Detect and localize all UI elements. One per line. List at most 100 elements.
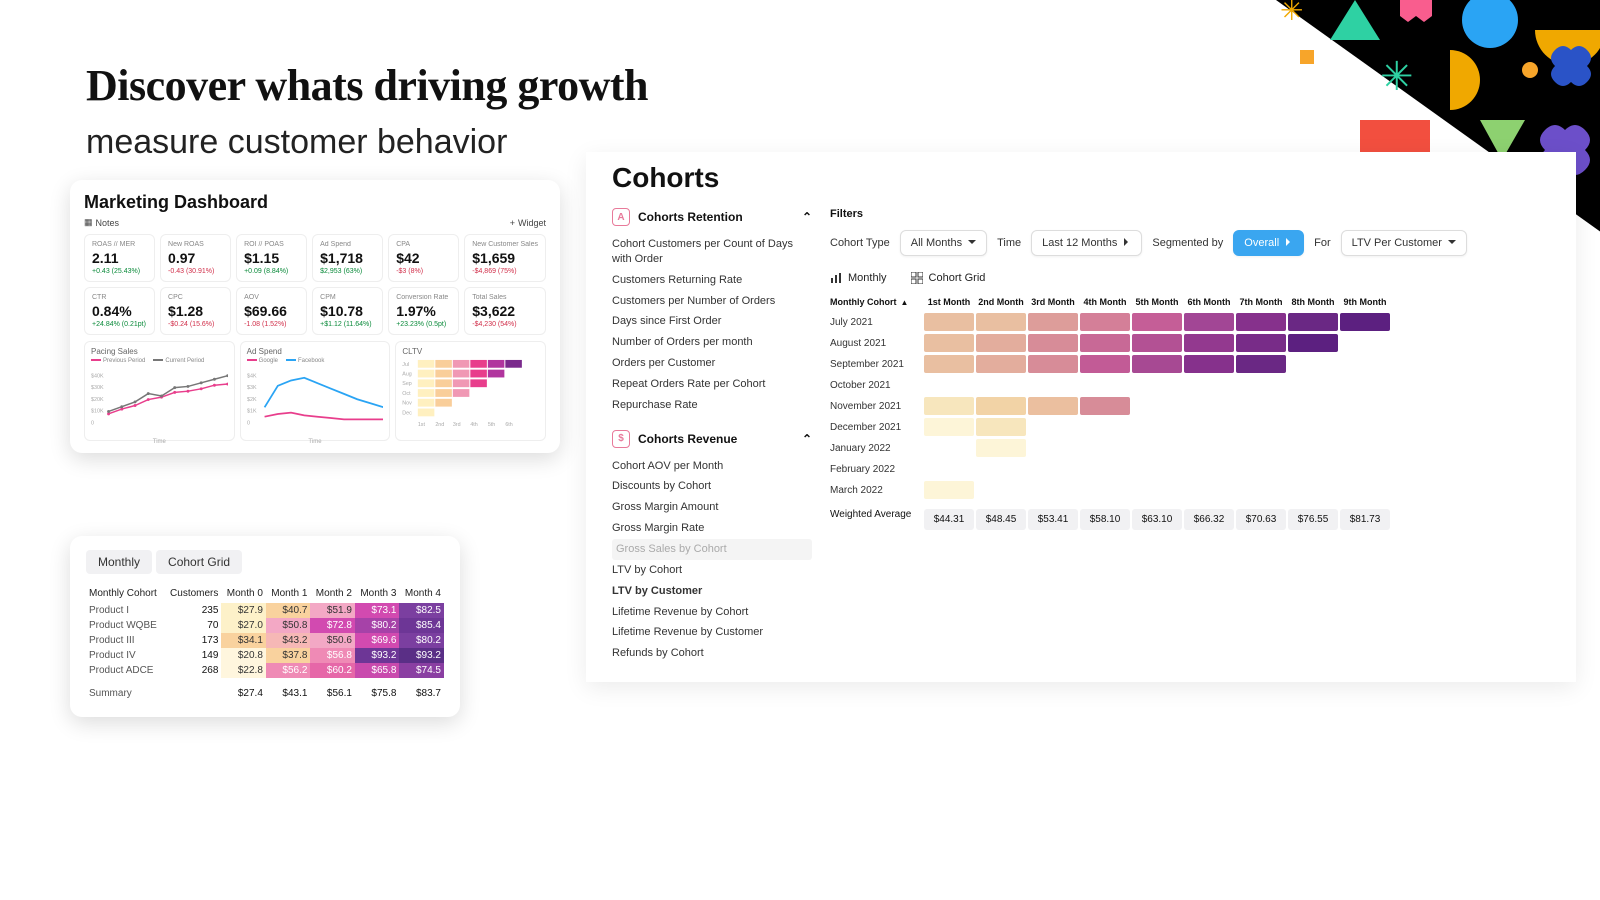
grid-cell-empty — [1236, 481, 1286, 499]
kpi-value: 2.11 — [92, 250, 147, 266]
cohort-type-select[interactable]: All Months — [900, 230, 987, 256]
marketing-title: Marketing Dashboard — [84, 192, 546, 213]
sidebar-item[interactable]: Cohort AOV per Month — [612, 456, 812, 477]
kpi-label: CPA — [396, 241, 451, 248]
small-cohort-card: Monthly Cohort Grid Monthly CohortCustom… — [70, 536, 460, 717]
kpi-card[interactable]: CPM $10.78 +$1.12 (11.64%) — [312, 287, 383, 335]
time-select[interactable]: Last 12 Months — [1031, 230, 1142, 256]
table-header[interactable]: Monthly Cohort — [86, 584, 164, 603]
grid-cell — [1236, 313, 1286, 331]
grid-cell — [1184, 355, 1234, 373]
tab-monthly[interactable]: Monthly — [86, 550, 152, 574]
sidebar-item[interactable]: Gross Margin Amount — [612, 497, 812, 518]
kpi-card[interactable]: CPA $42 -$3 (8%) — [388, 234, 459, 282]
kpi-delta: -1.08 (1.52%) — [244, 321, 299, 328]
avg-cell: $76.55 — [1288, 509, 1338, 530]
marketing-dashboard-card: Marketing Dashboard ▦ Notes + Widget ROA… — [70, 180, 560, 453]
kpi-value: 1.97% — [396, 303, 451, 319]
grid-cell — [976, 418, 1026, 436]
cohort-grid-body: July 2021August 2021September 2021Octobe… — [830, 313, 1550, 499]
sidebar-item[interactable]: Repurchase Rate — [612, 395, 812, 416]
avg-cell: $70.63 — [1236, 509, 1286, 530]
kpi-card[interactable]: Total Sales $3,622 -$4,230 (54%) — [464, 287, 546, 335]
segmented-select[interactable]: Overall — [1233, 230, 1304, 256]
heat-cell: $56.2 — [266, 663, 311, 678]
view-cohort-grid[interactable]: Cohort Grid — [911, 272, 986, 284]
grid-cell — [924, 481, 974, 499]
sidebar-item[interactable]: Number of Orders per month — [612, 332, 812, 353]
table-header[interactable]: Customers — [164, 584, 221, 603]
kpi-label: New ROAS — [168, 241, 223, 248]
heat-cell: $50.6 — [310, 633, 355, 648]
grid-cell — [1028, 334, 1078, 352]
kpi-card[interactable]: Conversion Rate 1.97% +23.23% (0.5pt) — [388, 287, 459, 335]
sidebar-item[interactable]: Orders per Customer — [612, 353, 812, 374]
adspend-title: Ad Spend — [247, 347, 384, 356]
table-header[interactable]: Month 0 — [221, 584, 266, 603]
tab-cohort-grid[interactable]: Cohort Grid — [156, 550, 242, 574]
sidebar-item[interactable]: Days since First Order — [612, 311, 812, 332]
sidebar-item[interactable]: LTV by Customer — [612, 581, 812, 602]
kpi-card[interactable]: New Customer Sales $1,659 -$4,869 (75%) — [464, 234, 546, 282]
grid-col-header[interactable]: 6th Month — [1184, 294, 1234, 310]
kpi-card[interactable]: ROAS // MER 2.11 +0.43 (25.43%) — [84, 234, 155, 282]
revenue-group-header[interactable]: $ Cohorts Revenue ⌃ — [612, 430, 812, 448]
grid-col-header[interactable]: 2nd Month — [976, 294, 1026, 310]
table-header[interactable]: Month 2 — [310, 584, 355, 603]
view-monthly[interactable]: Monthly — [830, 272, 887, 284]
sidebar-item[interactable]: Refunds by Cohort — [612, 643, 812, 664]
grid-cell-empty — [1288, 376, 1338, 394]
chevron-down-icon — [968, 237, 976, 249]
sidebar-item[interactable]: Cohort Customers per Count of Days with … — [612, 234, 812, 270]
table-header[interactable]: Month 3 — [355, 584, 400, 603]
grid-col-header[interactable]: Monthly Cohort▲ — [830, 294, 922, 310]
kpi-card[interactable]: AOV $69.66 -1.08 (1.52%) — [236, 287, 307, 335]
cell: 149 — [164, 648, 221, 663]
grid-col-header[interactable]: 1st Month — [924, 294, 974, 310]
sidebar-item[interactable]: Gross Sales by Cohort — [612, 539, 812, 560]
for-select[interactable]: LTV Per Customer — [1341, 230, 1467, 256]
cell: $56.1 — [310, 678, 355, 701]
grid-row-label: November 2021 — [830, 399, 922, 414]
kpi-label: CTR — [92, 294, 147, 301]
svg-text:$20K: $20K — [91, 397, 104, 403]
svg-text:0: 0 — [91, 420, 94, 426]
sidebar-item[interactable]: Customers per Number of Orders — [612, 291, 812, 312]
kpi-delta: +0.09 (8.84%) — [244, 268, 299, 275]
kpi-card[interactable]: New ROAS 0.97 -0.43 (30.91%) — [160, 234, 231, 282]
grid-row: August 2021 — [830, 334, 1550, 352]
kpi-card[interactable]: CPC $1.28 -$0.24 (15.6%) — [160, 287, 231, 335]
sidebar-item[interactable]: Customers Returning Rate — [612, 270, 812, 291]
retention-group-header[interactable]: A Cohorts Retention ⌃ — [612, 208, 812, 226]
sidebar-item[interactable]: Repeat Orders Rate per Cohort — [612, 374, 812, 395]
grid-col-header[interactable]: 7th Month — [1236, 294, 1286, 310]
sidebar-item[interactable]: Lifetime Revenue by Customer — [612, 622, 812, 643]
sidebar-item[interactable]: LTV by Cohort — [612, 560, 812, 581]
grid-cell-empty — [976, 481, 1026, 499]
notes-toggle[interactable]: ▦ Notes — [84, 217, 119, 228]
grid-cell-empty — [1288, 460, 1338, 478]
sidebar-item[interactable]: Gross Margin Rate — [612, 518, 812, 539]
grid-cell-empty — [1340, 376, 1390, 394]
grid-col-header[interactable]: 4th Month — [1080, 294, 1130, 310]
pacing-title: Pacing Sales — [91, 347, 228, 356]
grid-col-header[interactable]: 9th Month — [1340, 294, 1390, 310]
grid-row-label: August 2021 — [830, 336, 922, 351]
small-cohort-table: Monthly CohortCustomersMonth 0Month 1Mon… — [86, 584, 444, 701]
kpi-card[interactable]: Ad Spend $1,718 $2,953 (63%) — [312, 234, 383, 282]
grid-col-header[interactable]: 5th Month — [1132, 294, 1182, 310]
sidebar-item[interactable]: Discounts by Cohort — [612, 476, 812, 497]
kpi-card[interactable]: CTR 0.84% +24.84% (0.21pt) — [84, 287, 155, 335]
grid-col-header[interactable]: 8th Month — [1288, 294, 1338, 310]
avg-cell: $48.45 — [976, 509, 1026, 530]
kpi-delta: -$3 (8%) — [396, 268, 451, 275]
cell: 268 — [164, 663, 221, 678]
add-widget-button[interactable]: + Widget — [510, 217, 546, 228]
kpi-card[interactable]: ROI // POAS $1.15 +0.09 (8.84%) — [236, 234, 307, 282]
sidebar-item[interactable]: Lifetime Revenue by Cohort — [612, 602, 812, 623]
kpi-value: $3,622 — [472, 303, 538, 319]
grid-col-header[interactable]: 3rd Month — [1028, 294, 1078, 310]
table-header[interactable]: Month 1 — [266, 584, 311, 603]
grid-cell — [1132, 313, 1182, 331]
table-header[interactable]: Month 4 — [399, 584, 444, 603]
